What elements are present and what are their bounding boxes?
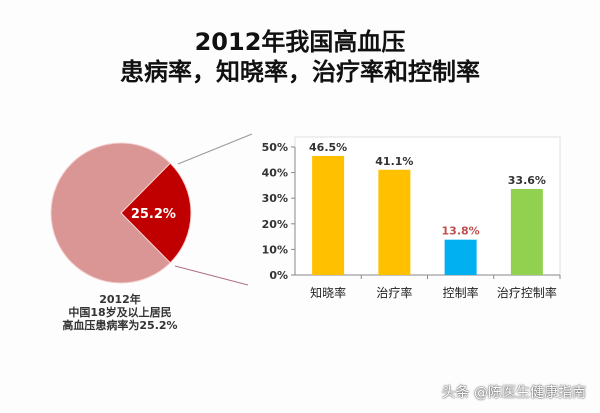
bar-治疗控制率	[510, 188, 543, 275]
x-tick-label: 知晓率	[310, 285, 346, 300]
y-tick-label: 30%	[262, 192, 288, 205]
bar-控制率	[444, 239, 477, 275]
pie-caption-2: 中国18岁及以上居民	[68, 306, 172, 319]
connector-line-top	[177, 133, 253, 165]
bar-data-label: 46.5%	[309, 141, 347, 154]
y-tick-label: 10%	[262, 243, 288, 256]
bar-治疗率	[378, 169, 411, 275]
pie-slice-1	[50, 142, 171, 284]
x-tick-label: 控制率	[443, 285, 479, 300]
bar-data-label: 33.6%	[508, 174, 546, 187]
y-tick-label: 0%	[269, 269, 288, 282]
watermark: 头条 @陈医生健康指南	[441, 385, 586, 401]
bar-知晓率	[312, 155, 345, 275]
x-tick-label: 治疗率	[376, 285, 412, 300]
pie-slice-0	[120, 162, 192, 264]
connector-line-bottom	[174, 265, 249, 286]
bar-data-label: 41.1%	[375, 155, 413, 168]
chart-title-line1: 2012年我国高血压	[194, 28, 406, 56]
y-tick-label: 50%	[262, 141, 288, 154]
x-tick-label: 治疗控制率	[497, 285, 557, 300]
y-tick-label: 20%	[262, 218, 288, 231]
y-tick-label: 40%	[262, 167, 288, 180]
pie-caption-3: 高血压患病率为25.2%	[62, 319, 178, 332]
pie-caption-1: 2012年	[99, 293, 141, 306]
pie-slice-label: 25.2%	[131, 207, 176, 222]
bar-data-label: 13.8%	[442, 225, 480, 238]
chart-title-line2: 患病率，知晓率，治疗率和控制率	[120, 58, 480, 86]
